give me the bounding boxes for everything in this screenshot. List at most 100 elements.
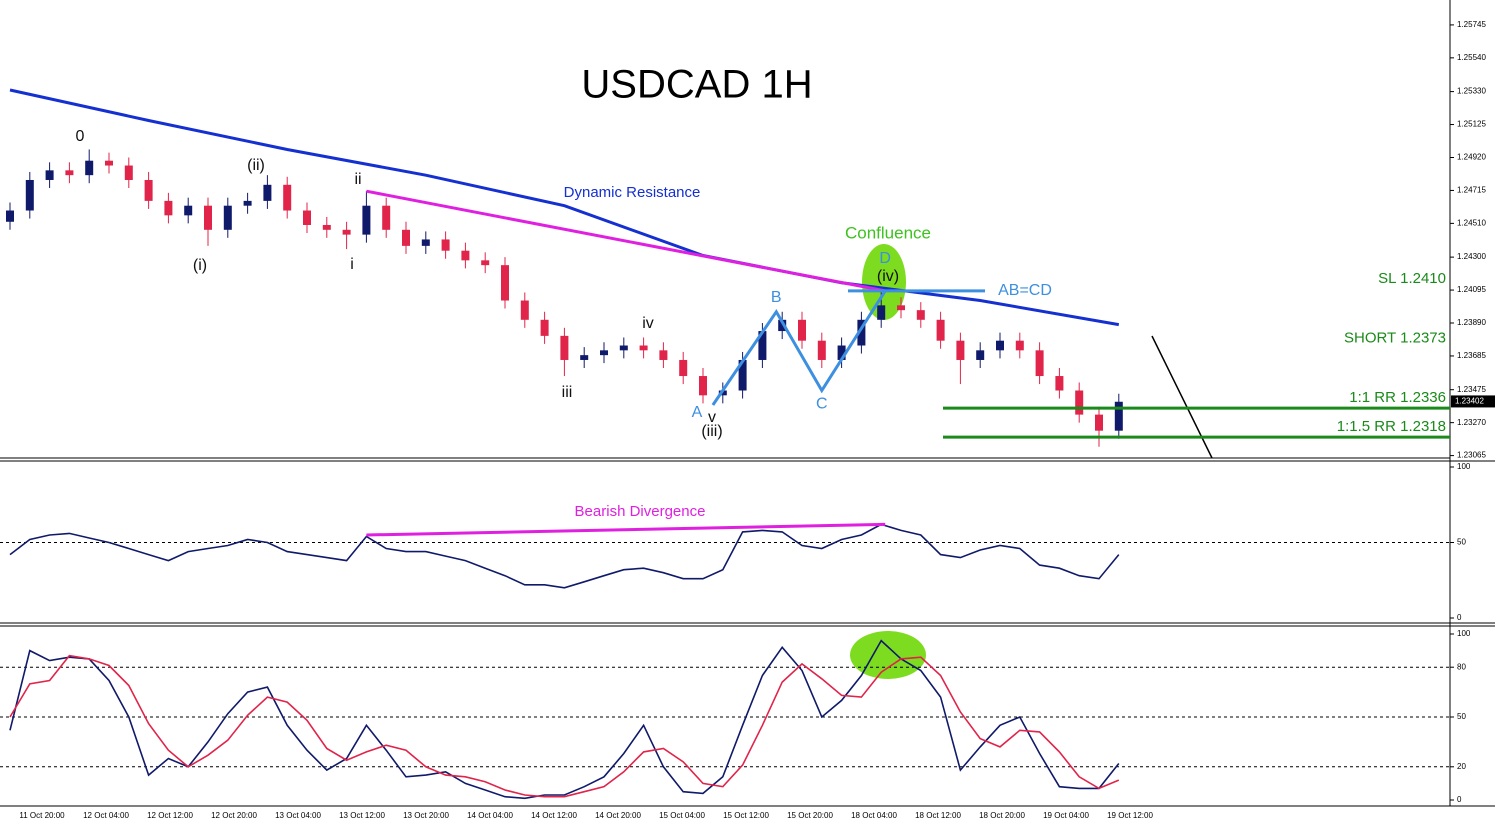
price-marker [1451, 395, 1495, 408]
y-tick-label: 50 [1457, 538, 1466, 547]
price-label: 1.23402 [1455, 397, 1484, 406]
indicator-line [9, 654, 1120, 798]
candle-body [996, 340, 1004, 351]
indicator-line [9, 639, 1120, 800]
y-tick-label: 100 [1457, 462, 1471, 471]
candle-body [105, 160, 113, 166]
candle-body [1075, 390, 1084, 415]
candle-body [897, 305, 905, 311]
candle-body [1114, 401, 1123, 431]
candle-body [303, 210, 311, 225]
candle-body [639, 345, 648, 351]
candle-body [45, 170, 54, 180]
chart-title: USDCAD 1H [581, 63, 812, 107]
candle-body [1095, 414, 1103, 431]
x-tick-label: 13 Oct 20:00 [403, 811, 449, 820]
abcd-label: B [771, 289, 782, 306]
wave-label: ii [354, 171, 361, 188]
candle-body [382, 205, 391, 230]
candle-body [976, 350, 985, 360]
candle-body [362, 205, 371, 235]
y-tick-label: 1.25330 [1457, 87, 1486, 96]
candle-body [461, 250, 470, 261]
candle-body [283, 184, 292, 211]
wave-label: (iv) [877, 268, 899, 285]
candle-body [243, 200, 252, 206]
y-tick-label: 1.23685 [1457, 351, 1486, 360]
y-tick-label: 1.25125 [1457, 120, 1486, 129]
y-tick-label: 50 [1457, 712, 1466, 721]
x-tick-label: 12 Oct 04:00 [83, 811, 129, 820]
abcd-text: AB=CD [998, 282, 1052, 299]
level-label: 1:1 RR 1.2336 [1349, 389, 1446, 406]
y-tick-label: 1.23270 [1457, 418, 1486, 427]
x-tick-label: 13 Oct 12:00 [339, 811, 385, 820]
wave-label: (ii) [247, 157, 265, 174]
wave-label: (i) [193, 257, 207, 274]
candle-body [1055, 376, 1064, 391]
candle-body [1035, 350, 1044, 377]
stochastic-highlight [850, 631, 926, 679]
y-tick-label: 1.23065 [1457, 451, 1486, 460]
candle-body [916, 310, 925, 320]
y-tick-label: 100 [1457, 629, 1471, 638]
candle-body [619, 345, 628, 351]
candle-body [322, 224, 331, 230]
x-tick-label: 15 Oct 20:00 [787, 811, 833, 820]
candle-body [540, 319, 549, 336]
candle-body [204, 205, 212, 230]
candle-body [600, 350, 608, 356]
divergence-line [366, 522, 886, 537]
candle-body [481, 260, 490, 266]
y-tick-label: 0 [1457, 613, 1462, 622]
abcd-label: A [692, 404, 703, 421]
x-tick-label: 12 Oct 12:00 [147, 811, 193, 820]
y-tick-label: 1.24715 [1457, 186, 1486, 195]
x-tick-label: 18 Oct 20:00 [979, 811, 1025, 820]
candle-body [402, 229, 410, 246]
candle-body [6, 210, 14, 222]
wave-label: (iii) [701, 423, 722, 440]
candle-body [263, 184, 272, 201]
x-tick-label: 14 Oct 04:00 [467, 811, 513, 820]
candle-body [857, 319, 866, 346]
x-tick-label: 18 Oct 04:00 [851, 811, 897, 820]
trendline [366, 189, 886, 293]
ma-label: Dynamic Resistance [564, 184, 701, 201]
candle-body [184, 205, 193, 216]
wave-label: iv [642, 315, 654, 332]
wave-label: 0 [76, 128, 85, 145]
candle-body [956, 340, 965, 360]
candle-body [837, 345, 846, 360]
divergence-label: Bearish Divergence [575, 503, 706, 520]
candle-body [501, 265, 509, 301]
level-label: 1:1.5 RR 1.2318 [1337, 418, 1446, 435]
candle-body [520, 300, 529, 320]
candle-body [877, 305, 886, 320]
candle-body [936, 319, 945, 341]
y-tick-label: 20 [1457, 762, 1466, 771]
candle-body [560, 335, 569, 360]
candle-body [144, 179, 153, 201]
moving-average [9, 88, 1120, 327]
confluence-highlight [862, 244, 906, 320]
x-tick-label: 14 Oct 20:00 [595, 811, 641, 820]
y-tick-label: 1.23475 [1457, 385, 1486, 394]
abcd-label: D [879, 250, 891, 267]
candle-body [124, 165, 133, 180]
y-tick-label: 1.24920 [1457, 153, 1486, 162]
y-tick-label: 1.25540 [1457, 53, 1486, 62]
x-tick-label: 12 Oct 20:00 [211, 811, 257, 820]
y-tick-label: 1.24300 [1457, 252, 1486, 261]
x-tick-label: 19 Oct 04:00 [1043, 811, 1089, 820]
x-tick-label: 15 Oct 12:00 [723, 811, 769, 820]
candle-body [164, 200, 173, 216]
candle-body [65, 170, 74, 176]
y-tick-label: 1.24095 [1457, 285, 1486, 294]
x-tick-label: 15 Oct 04:00 [659, 811, 705, 820]
wave-label: iii [562, 384, 573, 401]
wave-label: v [708, 409, 716, 426]
candle-body [758, 331, 767, 360]
candle-body [421, 239, 430, 246]
abcd-pattern [711, 290, 887, 406]
